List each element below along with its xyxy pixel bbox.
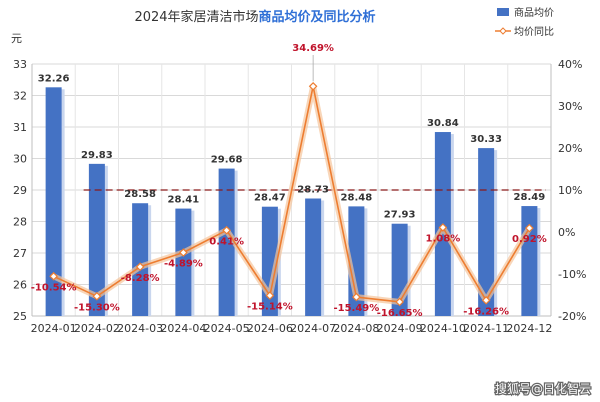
line-value-label: -4.89% <box>164 259 203 270</box>
bar-value-label: 28.41 <box>168 195 200 206</box>
chart-title-highlight: 商品均价及同比分析 <box>259 9 376 25</box>
bar-value-label: 29.68 <box>211 155 243 166</box>
bar <box>175 208 192 316</box>
y-right-tick-label: 40% <box>558 58 582 71</box>
line-point <box>135 262 145 272</box>
line-point <box>481 295 491 305</box>
x-tick-label: 2024-09 <box>377 322 423 335</box>
chart-title: 2024年家居清洁市场商品均价及同比分析 <box>134 9 375 25</box>
line-point <box>308 81 318 91</box>
bar-value-label: 30.33 <box>470 134 502 145</box>
line-value-labels: -10.54% -15.30% -8.28% -4.89% 0.41% -15.14% 34… <box>31 43 547 319</box>
x-tick-label: 2024-04 <box>160 322 206 335</box>
line-point <box>49 271 58 281</box>
watermark: 搜狐号@日化智云 <box>494 380 593 398</box>
line-value-label: -16.65% <box>377 308 423 319</box>
bar-value-label: 32.26 <box>38 73 70 84</box>
x-axis-ticks: 2024-012024-022024-032024-042024-052024-… <box>31 322 553 335</box>
x-tick-label: 2024-07 <box>290 322 336 335</box>
x-tick-label: 2024-10 <box>420 322 466 335</box>
x-tick-label: 2024-11 <box>463 322 509 335</box>
line-value-label: -10.54% <box>31 282 77 293</box>
legend-line-marker <box>499 27 507 35</box>
line-value-label: -8.28% <box>121 273 160 284</box>
y-left-tick-label: 31 <box>13 121 27 134</box>
line-point <box>438 223 448 232</box>
line-value-label: -15.30% <box>74 302 120 313</box>
x-tick-label: 2024-06 <box>247 322 293 335</box>
line-series <box>49 81 534 307</box>
y-left-tick-label: 32 <box>13 90 27 103</box>
line-value-label: -15.49% <box>333 303 379 314</box>
line-value-label: 1.08% <box>426 233 461 244</box>
watermark-text: 搜狐号@日化智云 <box>495 381 591 396</box>
y-right-tick-label: 30% <box>558 100 582 113</box>
bar <box>521 206 538 316</box>
bar-value-label: 28.49 <box>514 192 546 203</box>
y-left-tick-label: 27 <box>13 247 27 260</box>
y-axis-left-label: 元 <box>11 32 22 45</box>
line-value-label: -16.26% <box>463 306 509 317</box>
bar-value-label: 29.83 <box>81 150 113 161</box>
bar-value-label: 27.93 <box>384 210 416 221</box>
bar <box>218 168 235 316</box>
line-value-label: -15.14% <box>247 302 293 313</box>
legend-bar-label: 商品均价 <box>514 6 554 19</box>
bar <box>88 163 105 316</box>
y-left-tick-label: 25 <box>13 310 27 323</box>
y-right-tick-label: -20% <box>558 310 586 323</box>
y-left-tick-label: 29 <box>13 184 27 197</box>
y-left-tick-label: 30 <box>13 153 27 166</box>
line-point <box>525 223 534 233</box>
y-right-tick-label: 0% <box>558 226 575 239</box>
line-point <box>352 292 361 302</box>
x-tick-label: 2024-12 <box>506 322 552 335</box>
y-right-tick-label: 10% <box>558 184 582 197</box>
bar <box>45 87 62 316</box>
bar-value-label: 28.73 <box>297 185 329 196</box>
legend-bar-swatch <box>497 8 509 16</box>
bar <box>132 203 149 316</box>
bar <box>305 198 322 316</box>
bar-value-label: 28.48 <box>341 192 373 203</box>
line-point <box>92 291 102 301</box>
line-point <box>179 248 188 257</box>
y-axis-right-ticks: -20% -10% 0% 10% 20% 30% 40% <box>558 58 586 323</box>
bar-value-label: 28.58 <box>124 189 156 200</box>
line-point <box>265 291 275 300</box>
x-tick-label: 2024-03 <box>117 322 163 335</box>
y-left-tick-label: 33 <box>13 58 27 71</box>
y-axis-left-ticks: 25 26 27 28 29 30 31 32 33 <box>13 58 27 323</box>
bar-value-label: 28.47 <box>254 193 286 204</box>
legend: 商品均价 均价同比 <box>495 6 554 38</box>
legend-line-label: 均价同比 <box>514 26 554 38</box>
chart-title-prefix: 2024年家居清洁市场 <box>134 9 258 25</box>
line-point <box>395 297 404 307</box>
bar-value-labels: 32.26 29.83 28.58 28.41 29.68 28.47 28.73 28.48… <box>38 73 545 220</box>
x-tick-label: 2024-05 <box>204 322 250 335</box>
y-right-tick-label: -10% <box>558 268 586 281</box>
y-left-tick-label: 28 <box>13 216 27 229</box>
line-value-label: 0.92% <box>512 234 547 245</box>
x-tick-label: 2024-01 <box>31 322 77 335</box>
bar-value-label: 30.84 <box>427 118 459 129</box>
x-tick-label: 2024-02 <box>74 322 120 335</box>
line-value-label: 0.41% <box>209 236 244 247</box>
y-left-tick-label: 26 <box>13 279 27 292</box>
line-value-label: 34.69% <box>292 43 334 54</box>
y-right-tick-label: 20% <box>558 142 582 155</box>
line-point <box>222 225 231 235</box>
line-path <box>53 85 531 303</box>
x-tick-label: 2024-08 <box>333 322 379 335</box>
